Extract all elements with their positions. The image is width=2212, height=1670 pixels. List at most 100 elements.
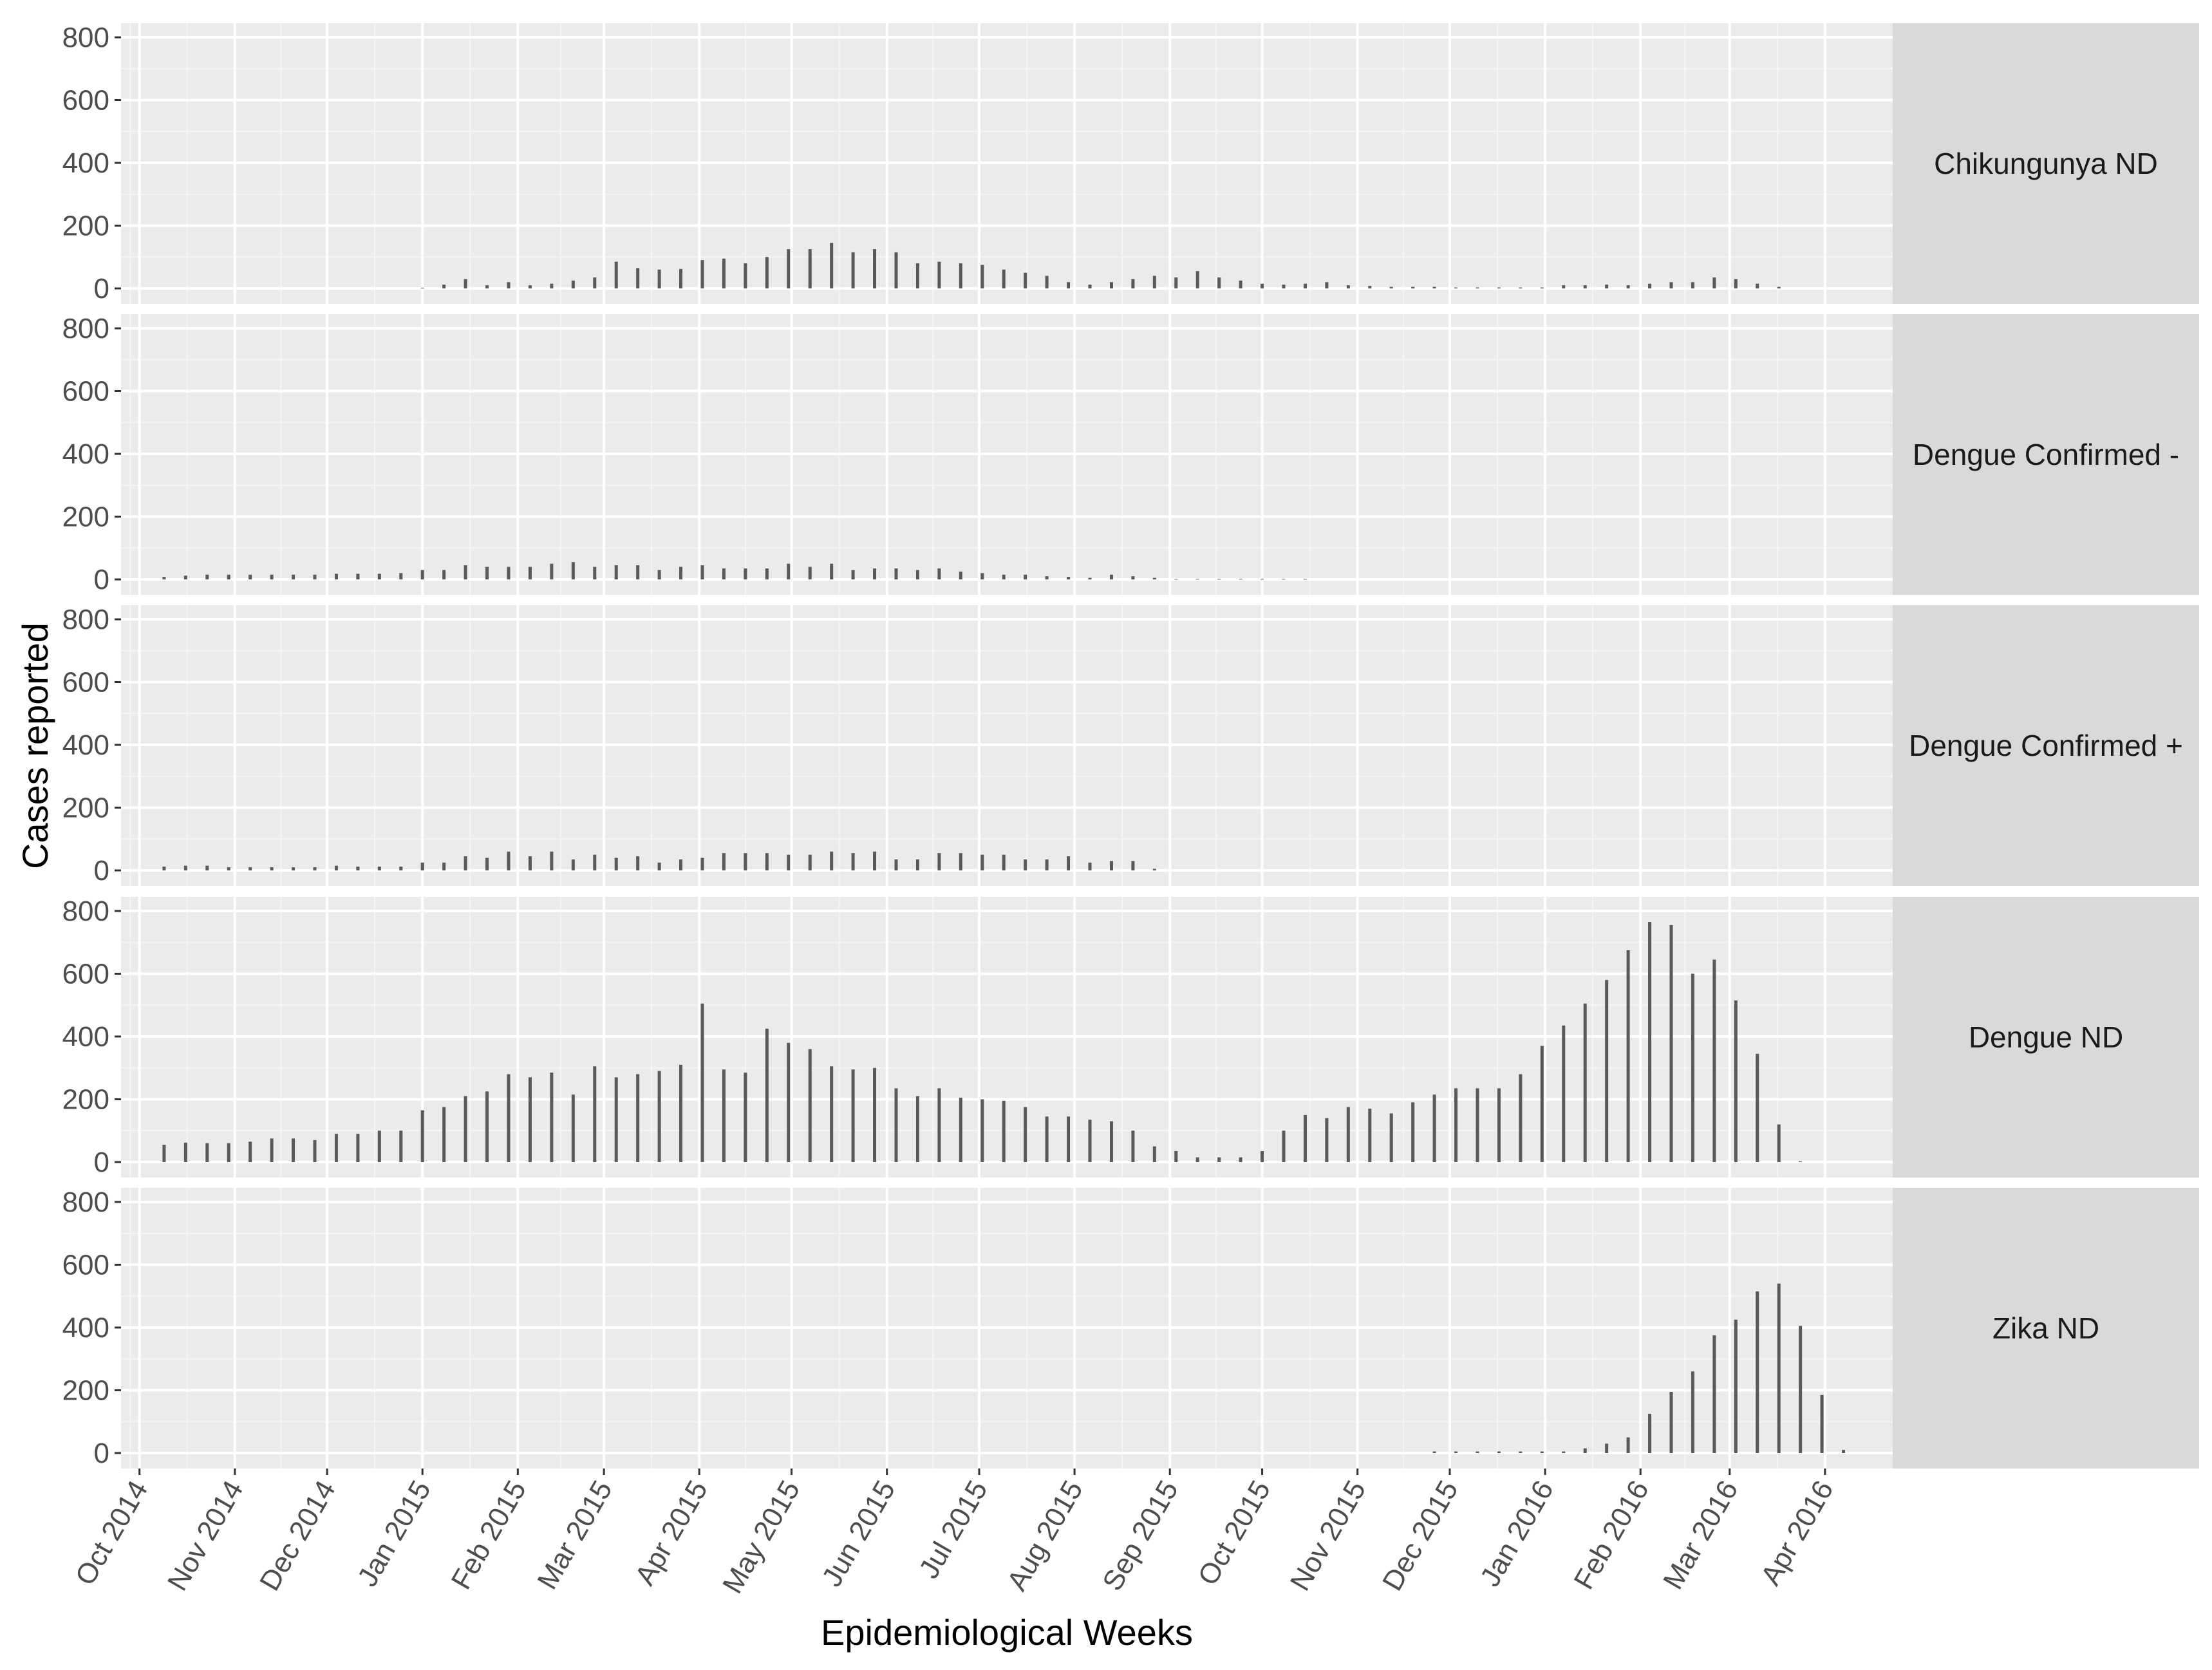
y-tick-label: 400 [62, 1021, 109, 1053]
bar [571, 280, 575, 288]
bar [593, 277, 597, 288]
bar [1756, 283, 1759, 288]
bar [420, 1110, 424, 1162]
bar [485, 858, 489, 870]
bar [1562, 285, 1566, 288]
bar [399, 573, 403, 579]
y-tick-label: 0 [94, 273, 109, 305]
bar [1497, 1451, 1501, 1453]
bar [1109, 1121, 1113, 1162]
y-tick-label: 600 [62, 1250, 109, 1281]
bar [1024, 272, 1027, 288]
bar [593, 1066, 597, 1162]
bar [959, 263, 962, 288]
bar [1088, 862, 1092, 870]
bar [1024, 859, 1027, 870]
bar [464, 279, 467, 288]
bar [873, 249, 877, 288]
facet-panel: 0 200 400 600 800 Zika ND [62, 1187, 2199, 1469]
bar [636, 856, 640, 870]
bar [1454, 1088, 1458, 1162]
bar [1411, 1102, 1415, 1162]
bar [1088, 1120, 1092, 1162]
bar [550, 563, 554, 579]
y-tick-label: 800 [62, 896, 109, 927]
bar [1389, 1113, 1393, 1162]
bar [528, 1077, 532, 1162]
x-tick-label: May 2015 [717, 1476, 806, 1599]
bar [1691, 282, 1694, 288]
bar [1605, 1443, 1609, 1453]
y-tick-label: 400 [62, 1312, 109, 1344]
x-tick-label: Apr 2016 [1755, 1476, 1840, 1591]
bar [1239, 280, 1242, 288]
bar [1239, 1157, 1242, 1162]
y-tick-label: 200 [62, 793, 109, 824]
bar [1712, 959, 1716, 1162]
bar [183, 865, 187, 870]
bar [657, 570, 661, 579]
x-tick-label: Feb 2015 [445, 1476, 532, 1595]
bar [334, 1134, 338, 1162]
x-tick-label: Apr 2015 [629, 1476, 714, 1591]
bar [808, 567, 812, 579]
bar [1045, 576, 1049, 579]
bar [183, 1142, 187, 1162]
y-tick-label: 600 [62, 959, 109, 990]
y-tick-label: 0 [94, 1438, 109, 1469]
facet-strip [1893, 23, 2199, 304]
bar [1174, 277, 1178, 288]
x-tick-label: Jun 2015 [816, 1476, 901, 1592]
bar [1002, 269, 1006, 288]
bar [873, 1067, 877, 1162]
bar [787, 249, 791, 288]
bar [1756, 1053, 1759, 1162]
bar [1131, 279, 1135, 288]
bar [1067, 856, 1071, 870]
bar [420, 862, 424, 870]
bar [657, 1071, 661, 1162]
bar [1152, 1146, 1156, 1162]
bar [1174, 1150, 1178, 1162]
bar [1777, 286, 1781, 288]
facet-strip [1893, 605, 2199, 886]
bar [1195, 271, 1199, 288]
y-tick-label: 400 [62, 729, 109, 761]
bar [485, 285, 489, 288]
bar [744, 853, 747, 870]
bar [937, 853, 941, 870]
bar [356, 574, 360, 579]
bar [1325, 1118, 1329, 1162]
bar [377, 867, 381, 870]
bar [915, 263, 919, 288]
bar [636, 268, 640, 288]
bar [1002, 854, 1006, 870]
bar [679, 567, 683, 579]
bar [937, 568, 941, 579]
bar [464, 856, 467, 870]
bar [894, 859, 898, 870]
bar [1282, 285, 1286, 288]
bar [1669, 282, 1673, 288]
bar [614, 1077, 618, 1162]
bar [722, 258, 726, 288]
bar [1669, 1391, 1673, 1453]
bar [442, 570, 446, 579]
y-tick-label: 400 [62, 147, 109, 179]
bar [937, 1088, 941, 1162]
bar [270, 1138, 274, 1162]
y-axis-title: Cases reported [15, 623, 55, 869]
bar [248, 867, 252, 870]
bar [1777, 1124, 1781, 1162]
y-tick-label: 200 [62, 211, 109, 242]
bar [700, 858, 704, 870]
bar [550, 1073, 554, 1162]
facet-strip [1893, 1188, 2199, 1468]
facet-strip [1893, 897, 2199, 1177]
x-tick-label: Oct 2014 [70, 1476, 155, 1591]
bar [1346, 285, 1350, 288]
facet-strip-label: Chikungunya ND [1934, 147, 2158, 180]
bar [700, 260, 704, 288]
bar [1799, 1326, 1803, 1453]
bar [700, 1003, 704, 1162]
